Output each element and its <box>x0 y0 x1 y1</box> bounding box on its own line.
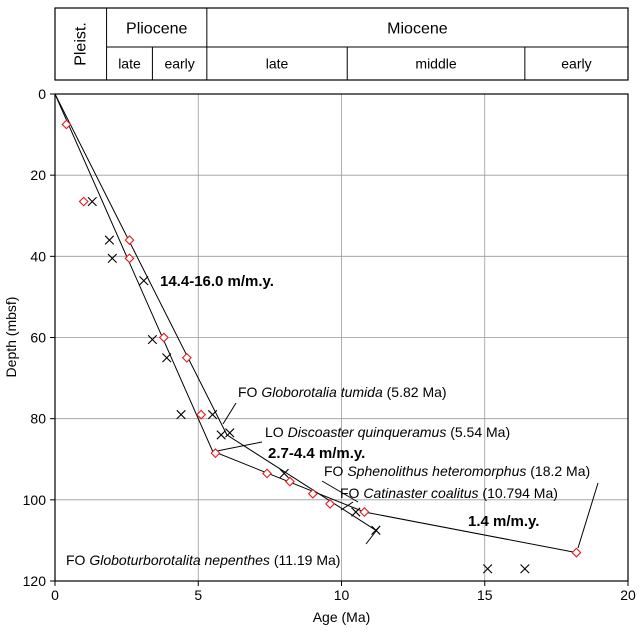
x-tick-label: 15 <box>477 587 493 603</box>
timescale-header: Pleist. Pliocene Miocene late early late middl… <box>54 7 629 81</box>
diamond-point <box>325 498 336 509</box>
cross-point <box>351 507 361 517</box>
x-tick-label: 0 <box>51 587 59 603</box>
y-tick-label: 120 <box>23 573 47 589</box>
subepoch-label: late <box>118 56 141 72</box>
diamond-point <box>78 196 89 207</box>
y-tick-label: 60 <box>30 330 46 346</box>
annotation-leader <box>222 402 237 425</box>
trend-line <box>54 93 577 554</box>
annotation-fo-sphenolithus-heteromorphus: FO Sphenolithus heteromorphus (18.2 Ma) <box>324 463 590 479</box>
cross-point <box>520 564 530 574</box>
subepoch-label: early <box>164 56 194 72</box>
subepoch-label: late <box>266 56 289 72</box>
diamond-point <box>284 476 295 487</box>
cross-point <box>176 409 186 420</box>
timescale-frame <box>54 7 629 81</box>
x-tick-label: 20 <box>620 587 636 603</box>
trend-lines <box>54 93 577 554</box>
epoch-label: Pleist. <box>72 22 89 66</box>
axis-ticks: 0 5 10 15 20 0 20 40 60 80 100 120 <box>23 86 636 603</box>
diamond-point <box>571 547 582 558</box>
subepoch-label: early <box>561 56 591 72</box>
diamond-point <box>359 507 370 517</box>
diamond-point <box>158 332 169 343</box>
annotation-leaders <box>211 402 599 549</box>
annotation-leader <box>340 501 354 511</box>
cross-point <box>482 564 493 574</box>
cross-point <box>162 353 172 363</box>
cross-point <box>104 235 115 245</box>
y-tick-label: 40 <box>30 248 46 264</box>
diamond-point <box>61 119 72 130</box>
trend-line <box>54 93 377 531</box>
diamond-point <box>307 488 318 499</box>
epoch-label: Miocene <box>387 21 448 38</box>
y-tick-label: 20 <box>30 167 46 183</box>
x-tick-label: 10 <box>334 587 350 603</box>
data-points <box>61 119 582 574</box>
y-tick-label: 80 <box>30 411 46 427</box>
y-axis-label: Depth (mbsf) <box>3 297 19 378</box>
cross-point <box>207 409 218 420</box>
diamond-point <box>124 235 135 246</box>
subepoch-label: middle <box>415 56 456 72</box>
diamond-point <box>196 409 207 420</box>
rate-label-upper: 14.4-16.0 m/m.y. <box>160 273 274 290</box>
annotation-fo-globoturborotalita-nepenthes: FO Globoturborotalita nepenthes (11.19 M… <box>66 552 340 568</box>
diamond-point <box>124 253 135 264</box>
cross-point <box>107 253 117 264</box>
epoch-label: Pliocene <box>126 21 187 38</box>
annotation-fo-catinaster-coalitus: FO Catinaster coalitus (10.794 Ma) <box>340 485 558 501</box>
diamond-point <box>262 468 272 479</box>
y-tick-label: 0 <box>38 86 46 102</box>
annotation-leader <box>577 482 599 549</box>
x-tick-label: 5 <box>194 587 202 603</box>
cross-point <box>147 334 158 345</box>
annotation-lo-discoaster-quinqueramus: LO Discoaster quinqueramus (5.54 Ma) <box>265 424 510 440</box>
diamond-point <box>181 352 192 363</box>
cross-point <box>371 525 381 535</box>
x-axis-label: Age (Ma) <box>313 609 371 625</box>
annotation-leader <box>321 480 359 503</box>
rate-label-lower: 1.4 m/m.y. <box>468 513 539 530</box>
diamond-point <box>210 448 221 459</box>
annotation-leader <box>211 441 263 453</box>
rate-label-middle: 2.7-4.4 m/m.y. <box>268 445 365 462</box>
plot-area <box>54 93 629 582</box>
cross-point <box>87 196 97 207</box>
y-tick-label: 100 <box>23 492 47 508</box>
cross-point <box>139 275 149 286</box>
annotation-fo-globorotalia-tumida: FO Globorotalia tumida (5.82 Ma) <box>238 384 447 400</box>
cross-point <box>225 428 235 438</box>
cross-point <box>216 430 226 440</box>
cross-point <box>279 468 289 479</box>
